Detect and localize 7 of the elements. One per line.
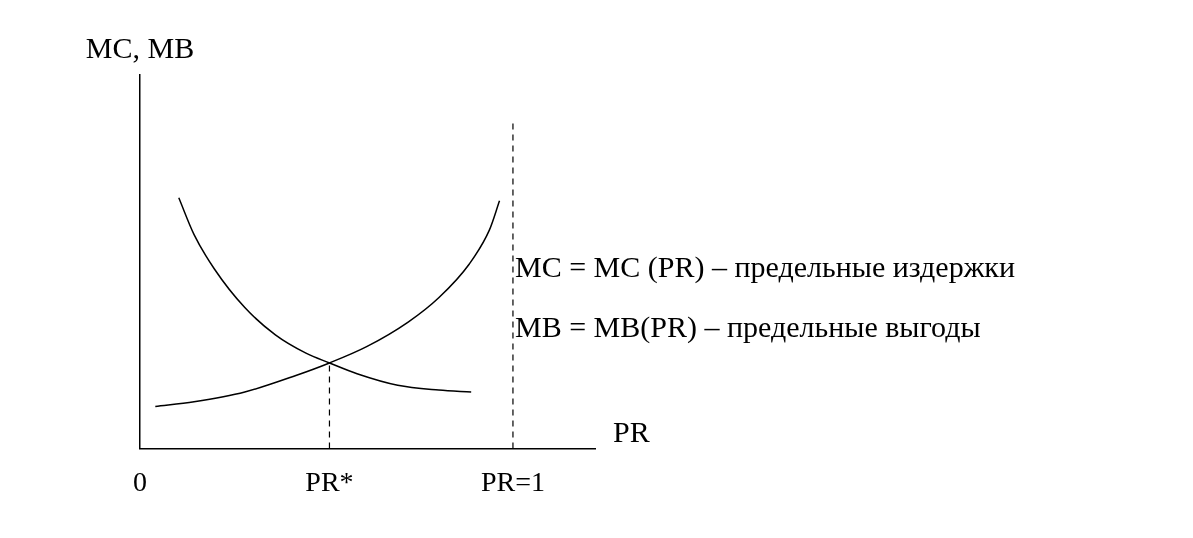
annotation: MB = MB(PR) – предельные выгоды xyxy=(515,310,981,344)
y-axis-title: MC, MB xyxy=(85,30,195,64)
x-tick-label: PR=1 xyxy=(480,465,545,497)
x-tick-label: PR* xyxy=(305,465,354,497)
x-tick-label: 0 xyxy=(133,465,147,497)
x-axis-title: PR xyxy=(613,415,650,449)
annotation: MC = MC (PR) – предельные издержки xyxy=(515,250,1015,284)
